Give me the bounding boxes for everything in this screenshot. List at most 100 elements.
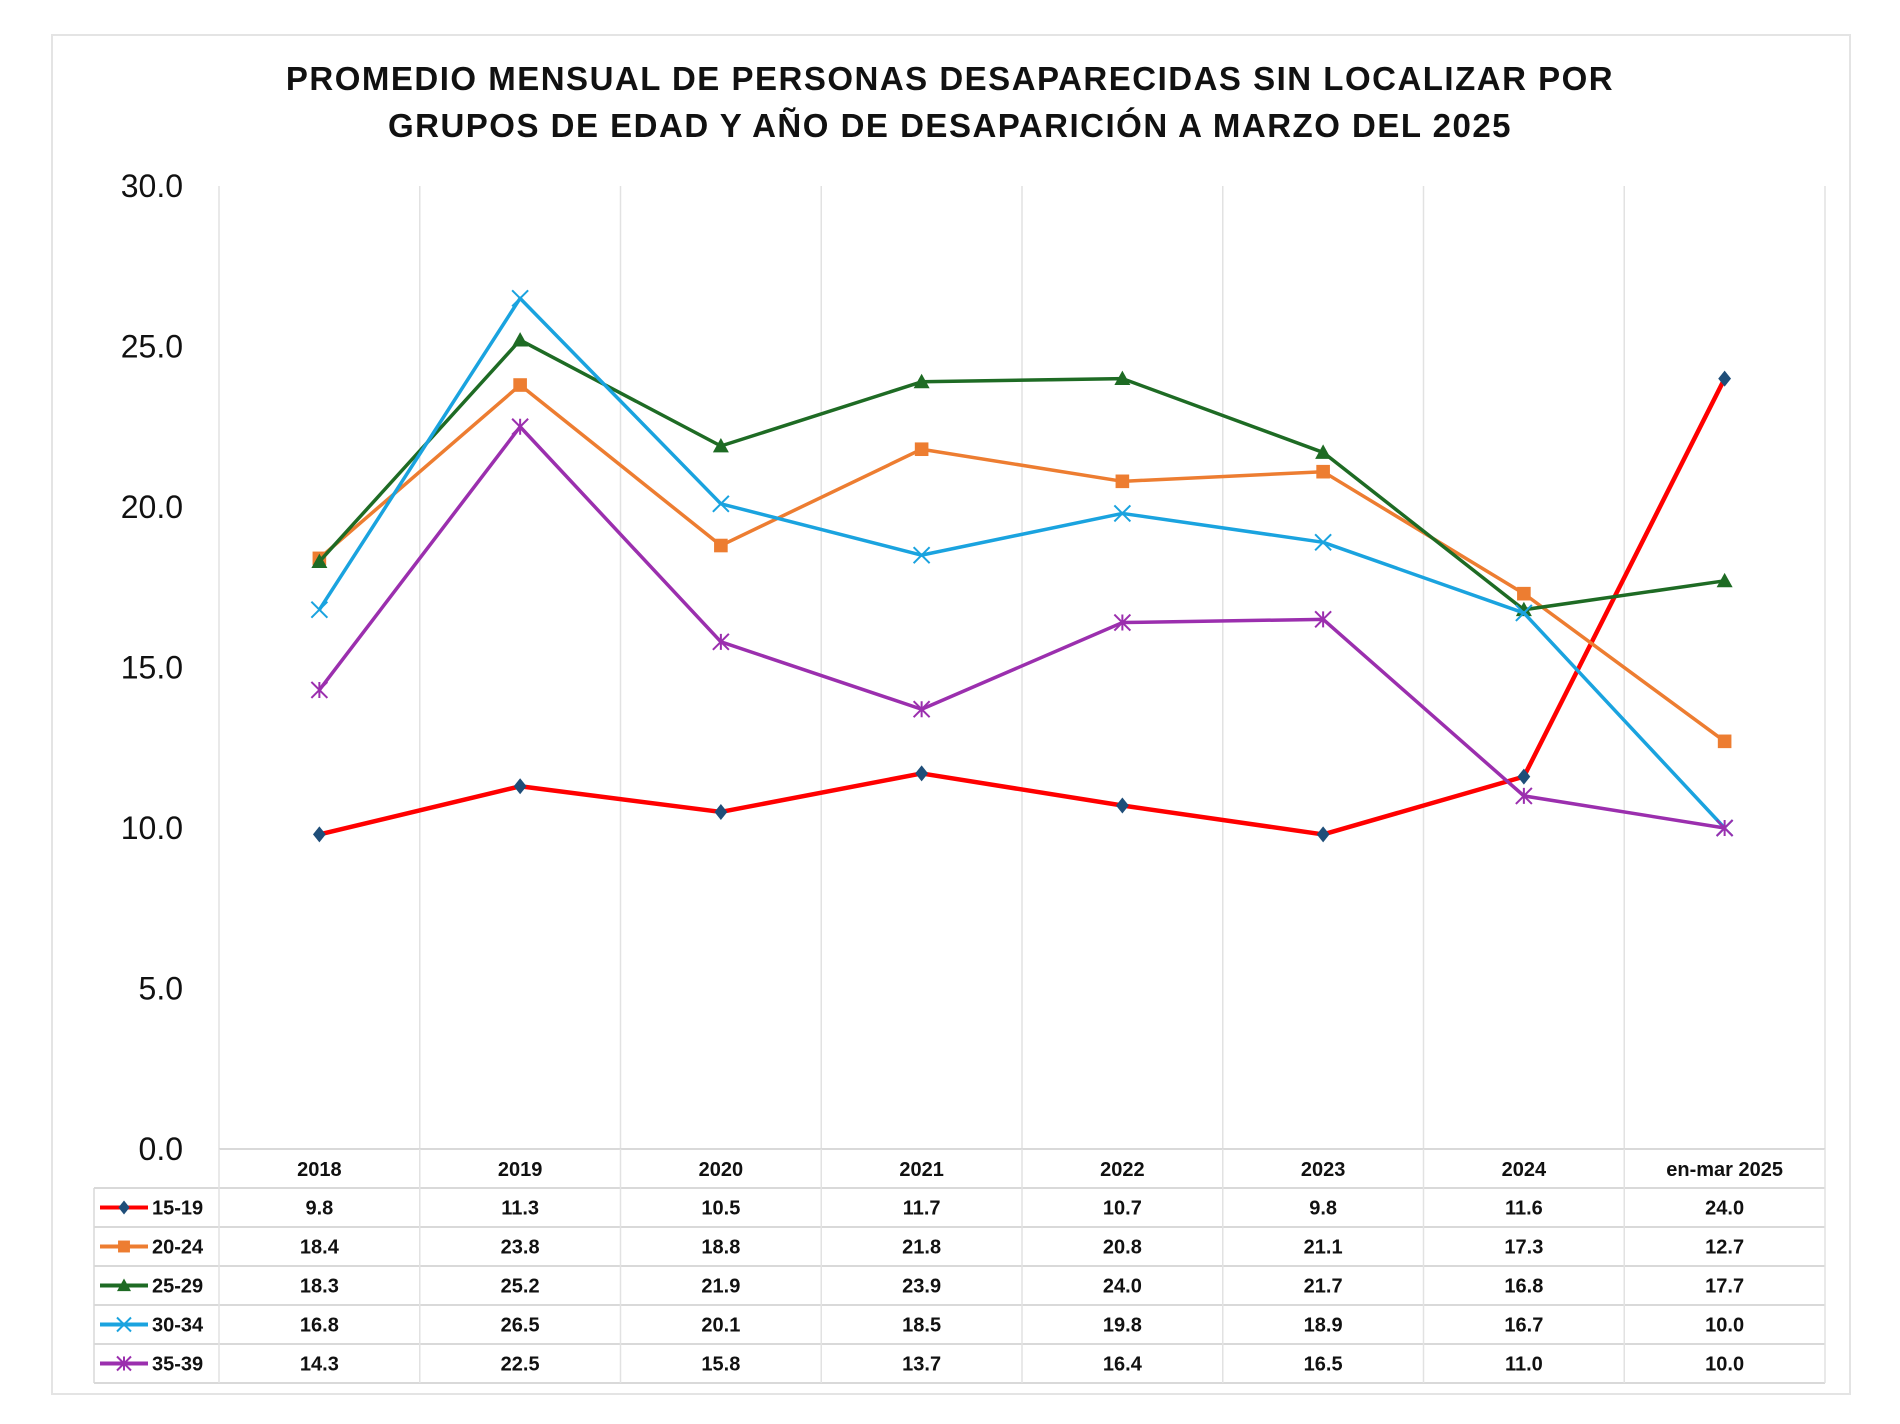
legend-label: 30-34	[152, 1315, 204, 1337]
chart-title-line-1: PROMEDIO MENSUAL DE PERSONAS DESAPARECID…	[285, 60, 1615, 97]
y-tick-label: 25.0	[121, 329, 183, 365]
data-point-marker	[1515, 604, 1533, 622]
data-point-marker	[714, 803, 728, 820]
table-cell-value: 12.7	[1705, 1237, 1744, 1259]
data-point-marker	[1517, 586, 1531, 601]
x-category-label: 2021	[899, 1159, 944, 1181]
table-cell-value: 9.8	[1309, 1198, 1337, 1220]
table-cell-value: 18.8	[701, 1237, 740, 1259]
data-point-marker	[912, 700, 931, 718]
table-cell-value: 17.3	[1504, 1237, 1543, 1259]
table-cell-value: 16.8	[1504, 1276, 1543, 1298]
x-category-label: 2023	[1301, 1159, 1346, 1181]
table-cell-value: 10.0	[1705, 1354, 1744, 1376]
data-point-marker	[1115, 474, 1130, 489]
y-tick-label: 10.0	[121, 810, 183, 846]
data-point-marker	[714, 538, 728, 553]
table-cell-value: 14.3	[300, 1354, 339, 1376]
data-point-marker	[1315, 444, 1332, 459]
data-point-marker	[1316, 826, 1330, 843]
y-tick-label: 5.0	[139, 971, 183, 1007]
table-cell-value: 18.4	[300, 1237, 340, 1259]
data-point-marker	[1314, 610, 1332, 629]
data-point-marker	[1515, 787, 1533, 805]
data-point-marker	[310, 601, 329, 619]
data-point-marker	[513, 778, 527, 795]
series-20-24: 20-24 18.4 23.8 18.8 21.8 20.8 21.1 17.3 12.7	[100, 378, 1744, 1259]
table-cell-value: 17.7	[1705, 1276, 1744, 1298]
data-point-marker	[118, 1240, 130, 1253]
table-cell-value: 18.5	[902, 1315, 941, 1337]
table-cell-value: 20.1	[701, 1315, 740, 1337]
data-point-marker	[117, 1278, 131, 1292]
table-cell-value: 18.9	[1304, 1315, 1343, 1337]
data-point-marker	[712, 495, 730, 513]
y-tick-label: 15.0	[121, 650, 183, 686]
data-point-marker	[1716, 572, 1733, 588]
table-cell-value: 13.7	[902, 1354, 941, 1376]
table-cell-value: 21.9	[701, 1276, 740, 1298]
data-point-marker	[712, 633, 730, 651]
table-cell-value: 20.8	[1103, 1237, 1142, 1259]
legend-label: 35-39	[152, 1354, 203, 1376]
table-cell-value: 11.3	[501, 1198, 539, 1220]
data-point-marker	[915, 765, 929, 782]
table-cell-value: 10.0	[1705, 1315, 1744, 1337]
table-cell-value: 24.0	[1103, 1276, 1142, 1298]
x-category-label: 2019	[498, 1159, 543, 1181]
x-category-label: 2020	[699, 1159, 744, 1181]
table-cell-value: 21.8	[902, 1237, 941, 1259]
data-point-marker	[913, 373, 930, 389]
data-point-marker	[1114, 370, 1131, 385]
table-cell-value: 16.5	[1304, 1354, 1343, 1376]
data-point-marker	[914, 442, 929, 457]
data-point-marker	[513, 378, 527, 392]
table-cell-value: 23.8	[501, 1237, 540, 1259]
table-cell-value: 9.8	[305, 1198, 333, 1220]
table-cell-value: 15.8	[701, 1354, 740, 1376]
x-category-label: 2024	[1502, 1159, 1547, 1181]
y-tick-label: 20.0	[121, 489, 183, 525]
data-point-marker	[116, 1355, 132, 1372]
table-cell-value: 11.0	[1505, 1354, 1543, 1376]
data-point-marker	[912, 546, 931, 564]
table-cell-value: 10.7	[1103, 1198, 1142, 1220]
legend-label: 15-19	[152, 1198, 203, 1220]
series-15-19: 15-19 9.8 11.3 10.5 11.7 10.7 9.8 11.6 24.0	[100, 370, 1744, 1220]
data-point-marker	[1113, 504, 1132, 523]
table-cell-value: 19.8	[1103, 1315, 1142, 1337]
data-point-marker	[1717, 734, 1732, 749]
data-point-marker	[511, 418, 529, 436]
table-cell-value: 23.9	[902, 1276, 941, 1298]
chart-title-line-2: GRUPOS DE EDAD Y AÑO DE DESAPARICIÓN A M…	[387, 107, 1513, 144]
x-category-label: 2018	[297, 1159, 342, 1181]
data-point-marker	[1314, 533, 1332, 552]
series-line	[318, 377, 1727, 837]
table-cell-value: 22.5	[501, 1354, 540, 1376]
data-point-marker	[1517, 768, 1531, 785]
series-line	[317, 425, 1725, 830]
legend-label: 25-29	[152, 1276, 203, 1298]
data-point-marker	[1115, 797, 1129, 814]
data-point-marker	[1715, 819, 1734, 837]
series-25-29: 25-29 18.3 25.2 21.9 23.9 24.0 21.7 16.8 17.7	[100, 332, 1744, 1298]
chart-title: PROMEDIO MENSUAL DE PERSONAS DESAPARECID…	[0, 55, 1900, 149]
series-line	[318, 383, 1726, 743]
x-category-label: 2022	[1100, 1159, 1145, 1181]
table-cell-value: 21.7	[1304, 1276, 1343, 1298]
table-cell-value: 26.5	[501, 1315, 540, 1337]
table-cell-value: 16.4	[1103, 1354, 1143, 1376]
data-point-marker	[312, 826, 326, 843]
data-point-marker	[1718, 370, 1732, 387]
table-cell-value: 10.5	[701, 1198, 740, 1220]
table-cell-value: 11.7	[903, 1198, 941, 1220]
table-cell-value: 18.3	[300, 1276, 339, 1298]
data-point-marker	[1113, 613, 1132, 632]
table-cell-value: 24.0	[1705, 1198, 1744, 1220]
series-line	[318, 338, 1725, 612]
table-cell-value: 16.7	[1504, 1315, 1543, 1337]
chart-frame	[51, 34, 1851, 1395]
data-point-marker	[511, 289, 529, 308]
data-point-marker	[1316, 464, 1330, 479]
